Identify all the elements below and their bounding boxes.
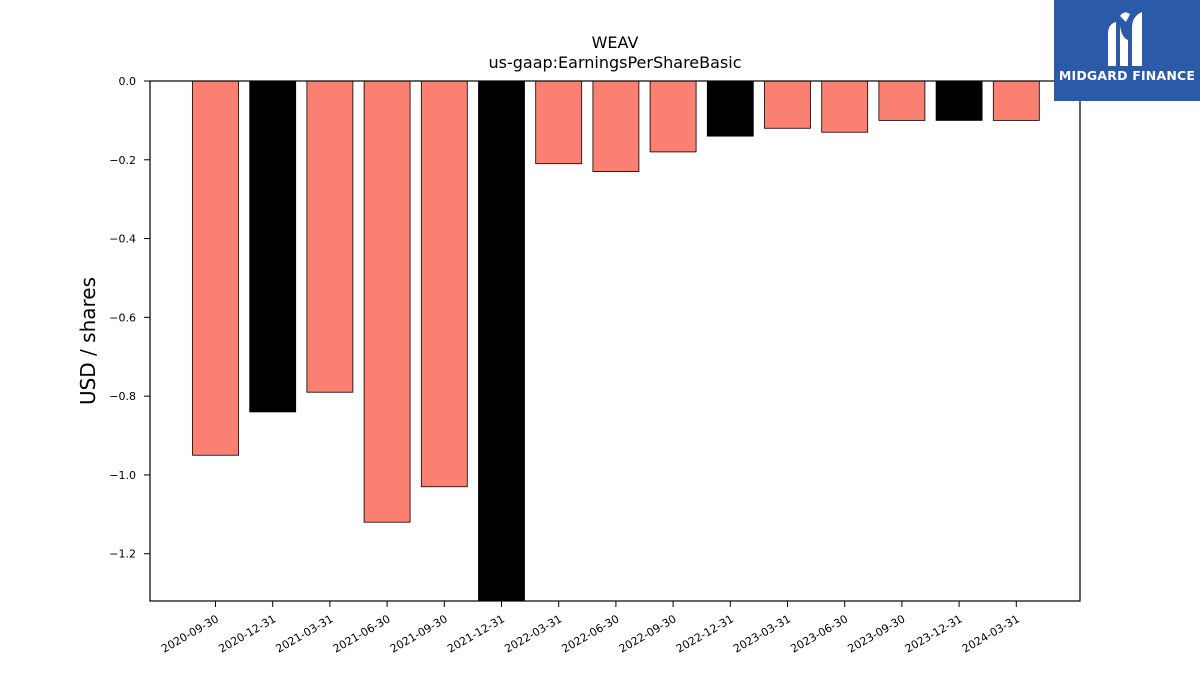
y-tick-label: −0.6 — [109, 311, 136, 324]
bar-2021-03-31 — [306, 80, 354, 393]
x-tick-label-2020-12-31: 2020-12-31 — [216, 612, 278, 655]
chart-title: WEAV — [592, 33, 639, 52]
logo-icon — [1108, 12, 1142, 66]
plot-frame — [149, 80, 1081, 602]
x-tick-label-2022-12-31: 2022-12-31 — [674, 612, 736, 655]
y-tick-label: −0.8 — [109, 390, 136, 403]
x-tick-label-2023-12-31: 2023-12-31 — [903, 612, 965, 655]
x-tick-label-2021-06-30: 2021-06-30 — [331, 612, 393, 655]
bar-2022-03-31 — [535, 80, 583, 165]
x-tick-label-2022-09-30: 2022-09-30 — [617, 612, 679, 655]
x-tick-label-2021-09-30: 2021-09-30 — [388, 612, 450, 655]
x-tick-label-2024-03-31: 2024-03-31 — [960, 612, 1022, 655]
bar-2024-03-31 — [992, 80, 1040, 121]
bars-group — [192, 80, 1040, 602]
y-axis: 0.0 −0.2 −0.4 −0.6 −0.8 −1.0 −1.2 — [109, 75, 150, 561]
bar-2021-06-30 — [363, 80, 411, 523]
y-tick-label: −1.0 — [109, 469, 136, 482]
x-tick-label-2021-12-31: 2021-12-31 — [445, 612, 507, 655]
y-tick-label: −0.2 — [109, 154, 136, 167]
y-tick-label: −0.4 — [109, 233, 136, 246]
x-tick-label-2022-06-30: 2022-06-30 — [560, 612, 622, 655]
bar-2023-12-31 — [935, 80, 983, 121]
bar-2022-06-30 — [592, 80, 640, 173]
bar-2021-09-30 — [420, 80, 468, 488]
x-tick-label-2020-09-30: 2020-09-30 — [159, 612, 221, 655]
y-tick-label: −1.2 — [109, 548, 136, 561]
x-tick-label-2022-03-31: 2022-03-31 — [502, 612, 564, 655]
chart-subtitle: us-gaap:EarningsPerShareBasic — [488, 53, 741, 72]
y-axis-label: USD / shares — [76, 277, 100, 405]
bar-2023-06-30 — [821, 80, 869, 133]
x-tick-label-2023-06-30: 2023-06-30 — [788, 612, 850, 655]
bar-2021-12-31 — [478, 80, 525, 602]
bar-2020-12-31 — [249, 80, 297, 413]
x-tick-label-2023-09-30: 2023-09-30 — [846, 612, 908, 655]
bar-2020-09-30 — [192, 80, 239, 456]
bar-2022-09-30 — [649, 80, 697, 153]
x-axis: 2020-09-302020-12-312021-03-312021-06-30… — [159, 601, 1022, 656]
logo-text: MIDGARD FINANCE — [1058, 68, 1196, 83]
logo-badge: MIDGARD FINANCE — [1054, 0, 1200, 101]
x-tick-label-2023-03-31: 2023-03-31 — [731, 612, 793, 655]
bar-2023-09-30 — [878, 80, 926, 121]
y-tick-label: 0.0 — [119, 75, 137, 88]
bar-2022-12-31 — [706, 80, 754, 137]
bar-2023-03-31 — [764, 80, 811, 129]
x-tick-label-2021-03-31: 2021-03-31 — [274, 612, 336, 655]
